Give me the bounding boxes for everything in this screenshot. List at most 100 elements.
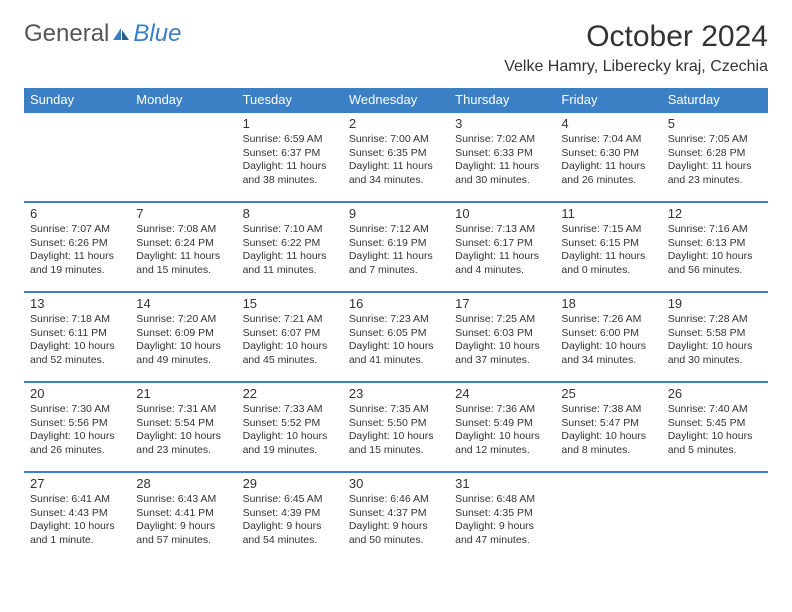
day-number: 23 (349, 386, 443, 401)
cell-line: Daylight: 10 hours and 15 minutes. (349, 430, 443, 457)
cell-line: Daylight: 10 hours and 52 minutes. (30, 340, 124, 367)
cell-line: Daylight: 10 hours and 8 minutes. (561, 430, 655, 457)
header: General Blue October 2024 Velke Hamry, L… (24, 20, 768, 76)
cell-content: Sunrise: 7:25 AMSunset: 6:03 PMDaylight:… (455, 313, 549, 368)
calendar-cell: 18 Sunrise: 7:26 AMSunset: 6:00 PMDayligh… (555, 293, 661, 381)
day-number: 13 (30, 296, 124, 311)
day-number: 20 (30, 386, 124, 401)
calendar-cell: 8Sunrise: 7:10 AMSunset: 6:22 PMDaylight… (237, 203, 343, 291)
day-number: 30 (349, 476, 443, 491)
cell-content: Sunrise: 7:05 AMSunset: 6:28 PMDaylight:… (668, 133, 762, 188)
cell-line: Sunrise: 7:04 AM (561, 133, 655, 147)
cell-line: Daylight: 10 hours and 34 minutes. (561, 340, 655, 367)
cell-line: Daylight: 11 hours and 11 minutes. (243, 250, 337, 277)
calendar-cell: 22Sunrise: 7:33 AMSunset: 5:52 PMDayligh… (237, 383, 343, 471)
cell-line: Daylight: 10 hours and 19 minutes. (243, 430, 337, 457)
calendar-cell: 31Sunrise: 6:48 AMSunset: 4:35 PMDayligh… (449, 473, 555, 561)
calendar-cell: 27Sunrise: 6:41 AMSunset: 4:43 PMDayligh… (24, 473, 130, 561)
calendar-cell: 28Sunrise: 6:43 AMSunset: 4:41 PMDayligh… (130, 473, 236, 561)
cell-line: Sunrise: 7:38 AM (561, 403, 655, 417)
cell-line: Daylight: 11 hours and 7 minutes. (349, 250, 443, 277)
cell-line: Sunrise: 6:46 AM (349, 493, 443, 507)
day-number: 10 (455, 206, 549, 221)
cell-content: Sunrise: 7:18 AMSunset: 6:11 PMDaylight:… (30, 313, 124, 368)
calendar-body: 1Sunrise: 6:59 AMSunset: 6:37 PMDaylight… (24, 111, 768, 561)
calendar-week-row: 1Sunrise: 6:59 AMSunset: 6:37 PMDaylight… (24, 111, 768, 201)
calendar-cell: 26Sunrise: 7:40 AMSunset: 5:45 PMDayligh… (662, 383, 768, 471)
day-header: Saturday (662, 88, 768, 111)
cell-content: Sunrise: 7:07 AMSunset: 6:26 PMDaylight:… (30, 223, 124, 278)
cell-line: Sunset: 6:00 PM (561, 327, 655, 341)
calendar-cell (130, 113, 236, 201)
cell-line: Daylight: 10 hours and 12 minutes. (455, 430, 549, 457)
title-block: October 2024 Velke Hamry, Liberecky kraj… (504, 20, 768, 76)
day-number: 4 (561, 116, 655, 131)
cell-line: Sunrise: 7:26 AM (561, 313, 655, 327)
cell-line: Daylight: 10 hours and 45 minutes. (243, 340, 337, 367)
cell-content: Sunrise: 7:23 AMSunset: 6:05 PMDaylight:… (349, 313, 443, 368)
cell-content: Sunrise: 7:04 AMSunset: 6:30 PMDaylight:… (561, 133, 655, 188)
calendar-cell: 29Sunrise: 6:45 AMSunset: 4:39 PMDayligh… (237, 473, 343, 561)
day-number: 26 (668, 386, 762, 401)
cell-line: Sunrise: 7:31 AM (136, 403, 230, 417)
cell-line: Daylight: 10 hours and 26 minutes. (30, 430, 124, 457)
cell-line: Daylight: 11 hours and 15 minutes. (136, 250, 230, 277)
cell-line: Sunset: 6:37 PM (243, 147, 337, 161)
cell-content: Sunrise: 7:20 AMSunset: 6:09 PMDaylight:… (136, 313, 230, 368)
cell-line: Sunrise: 7:08 AM (136, 223, 230, 237)
day-number: 1 (243, 116, 337, 131)
cell-line: Sunrise: 7:25 AM (455, 313, 549, 327)
logo: General Blue (24, 20, 181, 48)
day-number: 16 (349, 296, 443, 311)
cell-content: Sunrise: 7:00 AMSunset: 6:35 PMDaylight:… (349, 133, 443, 188)
calendar-cell: 4 Sunrise: 7:04 AMSunset: 6:30 PMDaylight… (555, 113, 661, 201)
calendar-cell: 14Sunrise: 7:20 AMSunset: 6:09 PMDayligh… (130, 293, 236, 381)
cell-line: Sunset: 6:24 PM (136, 237, 230, 251)
day-number: 12 (668, 206, 762, 221)
cell-content: Sunrise: 6:41 AMSunset: 4:43 PMDaylight:… (30, 493, 124, 548)
calendar-week-row: 20 Sunrise: 7:30 AMSunset: 5:56 PMDayligh… (24, 381, 768, 471)
cell-line: Daylight: 9 hours and 57 minutes. (136, 520, 230, 547)
day-header: Monday (130, 88, 236, 111)
calendar-cell (555, 473, 661, 561)
cell-line: Daylight: 11 hours and 19 minutes. (30, 250, 124, 277)
cell-line: Sunrise: 7:07 AM (30, 223, 124, 237)
cell-line: Daylight: 11 hours and 30 minutes. (455, 160, 549, 187)
cell-content: Sunrise: 7:21 AMSunset: 6:07 PMDaylight:… (243, 313, 337, 368)
cell-line: Sunrise: 7:21 AM (243, 313, 337, 327)
cell-line: Daylight: 9 hours and 54 minutes. (243, 520, 337, 547)
cell-line: Sunset: 6:17 PM (455, 237, 549, 251)
calendar-cell: 11Sunrise: 7:15 AMSunset: 6:15 PMDayligh… (555, 203, 661, 291)
cell-content: Sunrise: 7:28 AMSunset: 5:58 PMDaylight:… (668, 313, 762, 368)
logo-text-general: General (24, 20, 109, 48)
cell-line: Sunset: 5:47 PM (561, 417, 655, 431)
calendar-cell: 1Sunrise: 6:59 AMSunset: 6:37 PMDaylight… (237, 113, 343, 201)
cell-content: Sunrise: 7:33 AMSunset: 5:52 PMDaylight:… (243, 403, 337, 458)
cell-line: Sunset: 5:52 PM (243, 417, 337, 431)
day-number: 21 (136, 386, 230, 401)
cell-line: Daylight: 11 hours and 26 minutes. (561, 160, 655, 187)
cell-line: Sunrise: 6:43 AM (136, 493, 230, 507)
cell-line: Sunrise: 7:33 AM (243, 403, 337, 417)
day-number: 18 (561, 296, 655, 311)
cell-content: Sunrise: 7:38 AMSunset: 5:47 PMDaylight:… (561, 403, 655, 458)
cell-line: Daylight: 11 hours and 0 minutes. (561, 250, 655, 277)
day-header: Tuesday (237, 88, 343, 111)
cell-line: Sunset: 6:26 PM (30, 237, 124, 251)
day-number: 11 (561, 206, 655, 221)
logo-text-blue: Blue (133, 20, 181, 48)
cell-line: Daylight: 10 hours and 5 minutes. (668, 430, 762, 457)
cell-content: Sunrise: 7:02 AMSunset: 6:33 PMDaylight:… (455, 133, 549, 188)
cell-content: Sunrise: 7:30 AMSunset: 5:56 PMDaylight:… (30, 403, 124, 458)
cell-line: Daylight: 10 hours and 23 minutes. (136, 430, 230, 457)
calendar-cell: 25Sunrise: 7:38 AMSunset: 5:47 PMDayligh… (555, 383, 661, 471)
cell-line: Sunset: 6:05 PM (349, 327, 443, 341)
cell-line: Sunset: 6:33 PM (455, 147, 549, 161)
cell-line: Sunset: 6:09 PM (136, 327, 230, 341)
day-number: 8 (243, 206, 337, 221)
day-number: 24 (455, 386, 549, 401)
cell-line: Sunset: 5:50 PM (349, 417, 443, 431)
cell-content: Sunrise: 6:48 AMSunset: 4:35 PMDaylight:… (455, 493, 549, 548)
cell-line: Sunrise: 6:41 AM (30, 493, 124, 507)
cell-line: Sunset: 5:58 PM (668, 327, 762, 341)
